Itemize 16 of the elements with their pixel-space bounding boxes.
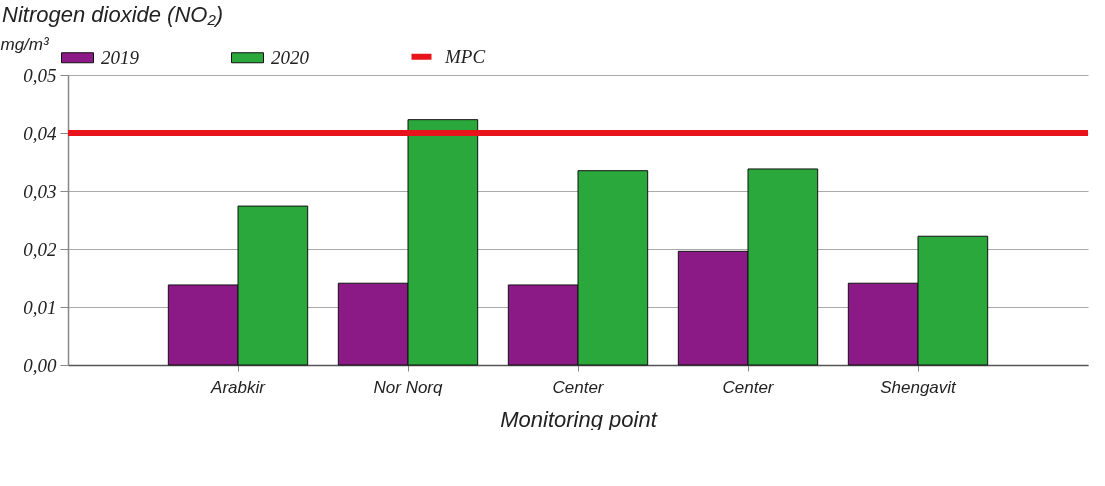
y-axis-title: mg/m³ [0, 34, 50, 54]
legend-label: 2019 [101, 46, 140, 68]
chart-title: Nitrogen dioxide (NO₂) [2, 2, 224, 27]
x-tick-label: Center [722, 377, 775, 397]
y-tick-label: 0,03 [23, 180, 57, 202]
legend-label: MPC [444, 45, 486, 67]
legend-label: 2020 [271, 46, 310, 68]
y-tick-label: 0,01 [23, 296, 57, 318]
x-tick-label: Arabkir [210, 377, 267, 397]
x-tick-label: Shengavit [880, 377, 958, 397]
y-tick-label: 0,04 [23, 122, 57, 144]
x-tick-label: Center [552, 377, 605, 397]
x-tick-label: Nor Norq [373, 377, 444, 397]
y-tick-label: 0,02 [23, 238, 57, 260]
y-tick-label: 0,05 [23, 64, 57, 86]
y-tick-label: 0,00 [23, 354, 57, 376]
